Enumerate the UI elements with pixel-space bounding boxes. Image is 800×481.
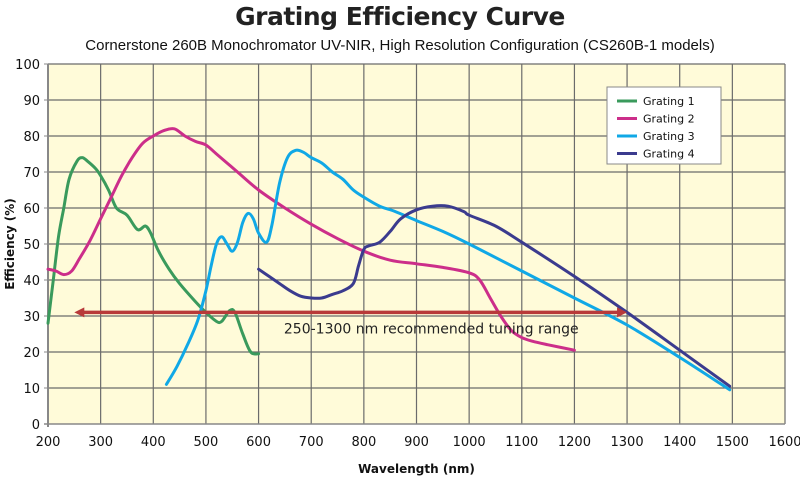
chart-title: Grating Efficiency Curve: [235, 2, 565, 31]
y-tick-label: 30: [23, 310, 40, 325]
series-line-grating-3: [164, 148, 732, 392]
x-tick-label: 200: [36, 435, 61, 450]
y-tick-label: 70: [23, 166, 40, 181]
legend-label-grating-3: Grating 3: [643, 130, 695, 143]
x-tick-label: 1100: [505, 435, 538, 450]
series-line-grating-2: [46, 127, 576, 352]
y-tick-label: 10: [23, 382, 40, 397]
y-tick-label: 100: [15, 58, 40, 73]
axes: [44, 64, 785, 427]
y-tick-label: 40: [23, 274, 40, 289]
series-line-grating-1: [46, 156, 261, 356]
y-tick-label: 60: [23, 202, 40, 217]
x-axis-ticks: 200 300 400 500 600 700 800 900 1000 1100 1200 1300…: [36, 435, 800, 450]
y-axis-label: Efficiency (%): [3, 198, 17, 290]
x-tick-label: 1200: [558, 435, 591, 450]
tuning-range-label: 250-1300 nm recommended tuning range: [284, 322, 579, 338]
chart-subtitle: Cornerstone 260B Monochromator UV-NIR, H…: [85, 37, 715, 54]
x-tick-label: 1000: [453, 435, 486, 450]
x-tick-label: 700: [299, 435, 324, 450]
annotations: 250-1300 nm recommended tuning range: [74, 307, 628, 338]
x-tick-label: 1300: [611, 435, 644, 450]
legend-label-grating-2: Grating 2: [643, 113, 695, 126]
arrow-head-right-icon: [617, 307, 628, 318]
x-tick-label: 1600: [768, 435, 800, 450]
x-tick-label: 1400: [663, 435, 696, 450]
x-tick-label: 300: [88, 435, 113, 450]
legend-label-grating-1: Grating 1: [643, 95, 695, 108]
legend-label-grating-4: Grating 4: [643, 148, 695, 161]
y-tick-label: 80: [23, 130, 40, 145]
x-tick-label: 600: [246, 435, 271, 450]
legend: Grating 1 Grating 2 Grating 3 Grating 4: [606, 86, 722, 165]
y-tick-label: 90: [23, 94, 40, 109]
x-tick-label: 500: [194, 435, 219, 450]
series-line-grating-4: [257, 204, 732, 388]
series-lines: [46, 127, 732, 392]
y-tick-label: 50: [23, 238, 40, 253]
x-tick-label: 900: [404, 435, 429, 450]
x-axis-label: Wavelength (nm): [358, 462, 475, 476]
y-tick-label: 20: [23, 346, 40, 361]
y-axis-ticks: 0 10 20 30 40 50 60 70 80 90 100: [15, 58, 48, 433]
arrow-head-left-icon: [74, 307, 85, 318]
x-tick-label: 1500: [716, 435, 749, 450]
y-tick-label: 0: [32, 418, 40, 433]
x-tick-label: 800: [351, 435, 376, 450]
x-tick-label: 400: [141, 435, 166, 450]
